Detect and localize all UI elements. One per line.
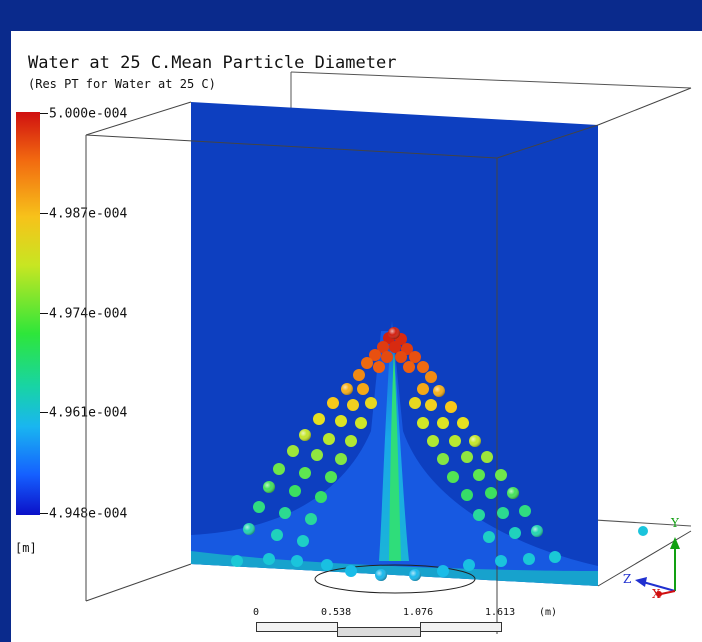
legend-unit: [m]: [15, 541, 37, 555]
legend-label: 4.961e-004: [49, 405, 128, 421]
legend-label-max: 5.000e-004: [49, 106, 128, 122]
scale-label: 0: [253, 607, 260, 618]
axis-z-label: Z: [623, 572, 632, 586]
scale-label: 1.076: [403, 607, 434, 618]
legend-tick: [40, 213, 48, 214]
domain-box-front: [85, 87, 692, 634]
viewport[interactable]: Water at 25 C.Mean Particle Diameter (Re…: [11, 31, 702, 642]
inlet-ring: [314, 564, 476, 594]
scale-segment: [337, 627, 421, 637]
plot-title: Water at 25 C.Mean Particle Diameter: [28, 53, 397, 73]
legend-tick: [40, 113, 48, 114]
axis-x-label: X: [652, 587, 661, 601]
scale-unit: (m): [539, 607, 558, 618]
plume-inner: [389, 351, 401, 561]
scale-segment: [420, 622, 502, 632]
cfd-scene: [85, 71, 692, 634]
axis-triad: [635, 537, 680, 597]
ground-band: [191, 551, 598, 586]
scale-label: 1.613: [485, 607, 516, 618]
legend-tick: [40, 313, 48, 314]
legend-tick: [40, 513, 48, 514]
axis-y-label: Y: [671, 516, 679, 530]
legend-label-min: 4.948e-004: [49, 506, 128, 522]
legend-label: 4.974e-004: [49, 306, 128, 322]
plot-subtitle: (Res PT for Water at 25 C): [28, 77, 216, 91]
legend-label: 4.987e-004: [49, 206, 128, 222]
scale-label: 0.538: [321, 607, 352, 618]
scale-segment: [256, 622, 338, 632]
legend-tick: [40, 412, 48, 413]
sphere-highlights: [243, 327, 543, 581]
color-legend-bar: [16, 112, 40, 515]
